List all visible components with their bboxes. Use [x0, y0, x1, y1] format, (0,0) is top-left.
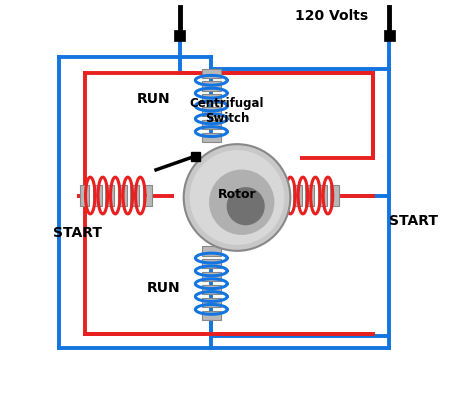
Bar [143, 185, 152, 206]
Bar [191, 152, 201, 161]
Bar [202, 81, 220, 91]
Circle shape [190, 150, 284, 245]
Circle shape [227, 187, 265, 225]
Bar [174, 134, 300, 261]
Bar [305, 185, 314, 206]
Bar [318, 185, 327, 206]
Bar [202, 120, 220, 129]
Bar [268, 185, 277, 206]
Bar [383, 30, 394, 41]
Bar [202, 272, 220, 281]
Bar [202, 69, 220, 78]
Bar [202, 133, 220, 142]
Text: RUN: RUN [147, 281, 181, 295]
Text: 120 Volts: 120 Volts [295, 9, 368, 23]
Text: Centrifugal
Switch: Centrifugal Switch [190, 97, 264, 124]
Bar [105, 185, 114, 206]
Bar [130, 185, 139, 206]
Bar [202, 285, 220, 294]
Bar [174, 30, 185, 41]
Bar [202, 94, 220, 103]
Text: RUN: RUN [137, 92, 171, 106]
Bar [202, 310, 220, 320]
Bar [118, 185, 127, 206]
Circle shape [209, 169, 274, 235]
Text: START: START [53, 226, 101, 240]
Bar [280, 185, 289, 206]
Bar [93, 185, 102, 206]
Bar [80, 185, 89, 206]
Circle shape [184, 144, 290, 251]
Bar [202, 246, 220, 256]
Bar [202, 107, 220, 117]
Text: START: START [389, 214, 438, 228]
Bar [202, 259, 220, 269]
Bar [330, 185, 339, 206]
Text: Rotor: Rotor [218, 188, 256, 201]
Bar [293, 185, 302, 206]
Bar [202, 298, 220, 307]
